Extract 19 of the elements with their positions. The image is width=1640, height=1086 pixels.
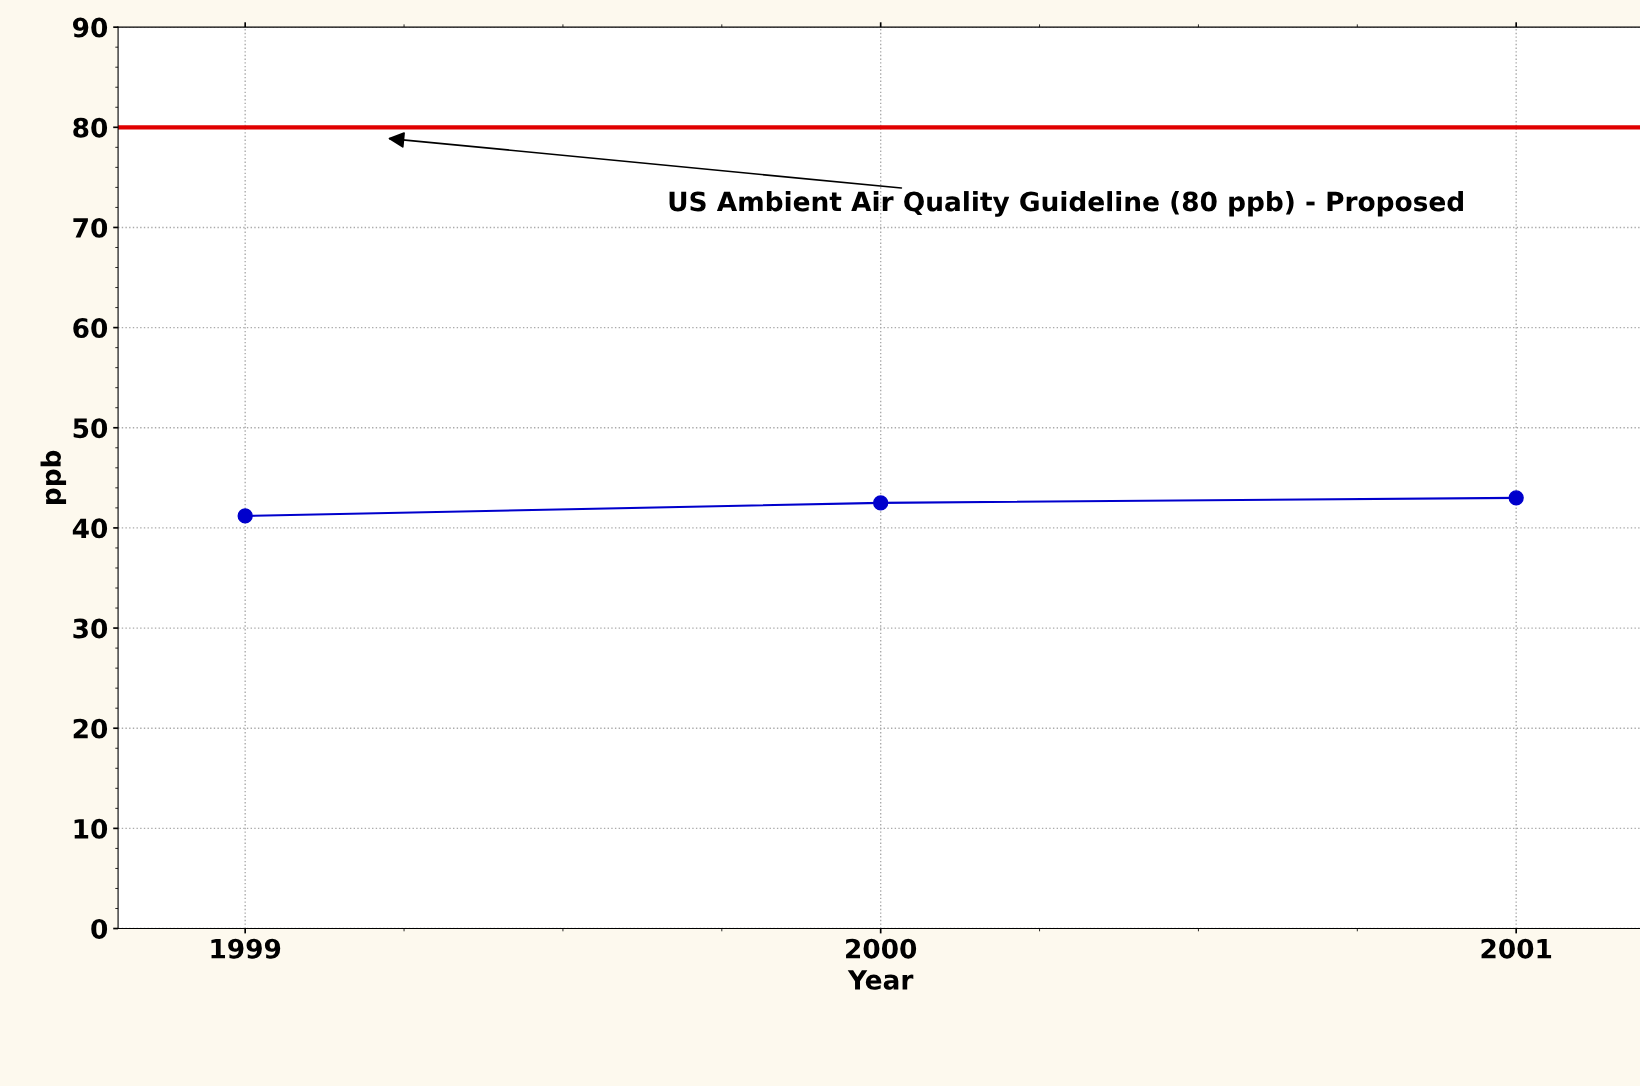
point: [1508, 490, 1524, 506]
y-tick-label: 80: [73, 117, 108, 138]
x-axis-title: Year: [847, 970, 914, 990]
point: [873, 495, 889, 511]
y-tick-label: 50: [73, 418, 108, 439]
x-tick-label: 2001: [1481, 938, 1552, 959]
x-tick-label: 1999: [211, 938, 281, 959]
point: [237, 508, 253, 524]
y-tick-label: 60: [73, 318, 108, 339]
y-tick-label: 0: [91, 918, 108, 939]
x-tick-label: 2000: [846, 938, 917, 959]
y-tick-label: 90: [73, 17, 108, 38]
y-tick-label: 30: [73, 618, 108, 639]
y-axis-title: ppb: [40, 450, 67, 504]
y-tick-label: 70: [73, 217, 108, 238]
y-tick-label: 40: [72, 518, 108, 539]
ref-line-label: US Ambient Air Quality Guideline (80 ppb) - Proposed: [669, 191, 1463, 217]
y-tick-label: 10: [74, 818, 108, 839]
y-tick-label: 20: [73, 718, 108, 739]
